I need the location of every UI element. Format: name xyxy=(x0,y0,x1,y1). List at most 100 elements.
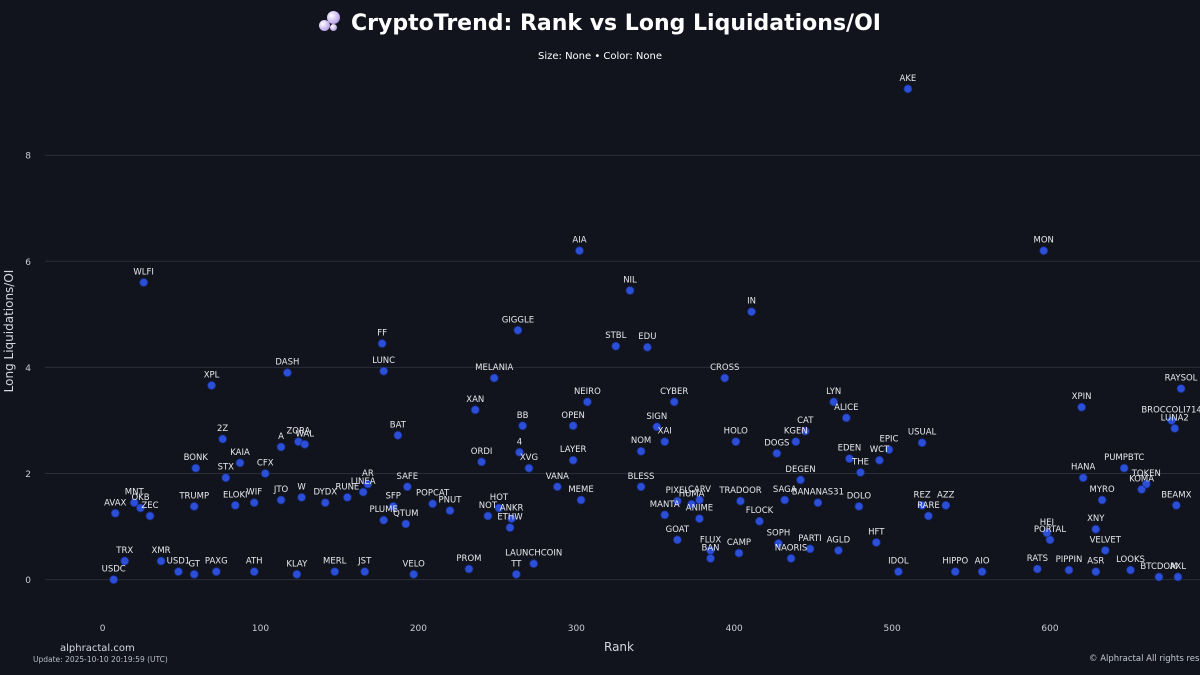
data-point[interactable] xyxy=(513,325,523,335)
data-point[interactable] xyxy=(780,495,790,505)
data-point[interactable] xyxy=(136,503,145,513)
data-point[interactable] xyxy=(342,492,352,502)
data-point[interactable] xyxy=(109,575,119,585)
data-point[interactable] xyxy=(660,510,670,520)
data-point[interactable] xyxy=(393,430,403,440)
data-point[interactable] xyxy=(1032,564,1042,574)
data-point[interactable] xyxy=(568,421,578,431)
data-point[interactable] xyxy=(409,569,419,579)
data-point[interactable] xyxy=(903,84,913,94)
data-point[interactable] xyxy=(260,469,270,478)
data-point[interactable] xyxy=(941,500,951,510)
data-point[interactable] xyxy=(1091,524,1101,534)
data-point[interactable] xyxy=(249,567,259,577)
data-point[interactable] xyxy=(191,463,201,473)
data-point[interactable] xyxy=(379,366,389,376)
data-point[interactable] xyxy=(511,569,521,579)
data-point[interactable] xyxy=(189,569,199,579)
data-point[interactable] xyxy=(402,482,412,492)
data-point[interactable] xyxy=(734,548,744,558)
data-point[interactable] xyxy=(428,499,438,509)
data-point[interactable] xyxy=(894,567,903,577)
data-point[interactable] xyxy=(320,498,330,508)
data-point[interactable] xyxy=(576,495,586,505)
data-point[interactable] xyxy=(552,482,562,492)
data-point[interactable] xyxy=(917,438,927,448)
data-point[interactable] xyxy=(300,439,310,449)
data-point[interactable] xyxy=(129,498,139,508)
data-point[interactable] xyxy=(297,492,306,502)
data-point[interactable] xyxy=(1091,567,1101,577)
data-point[interactable] xyxy=(917,500,927,510)
data-point[interactable] xyxy=(747,307,756,317)
data-point[interactable] xyxy=(1100,546,1110,555)
data-point[interactable] xyxy=(875,455,884,465)
data-point[interactable] xyxy=(1039,246,1049,256)
data-point[interactable] xyxy=(834,546,843,555)
data-point[interactable] xyxy=(672,535,682,545)
data-point[interactable] xyxy=(871,538,881,547)
data-point[interactable] xyxy=(695,495,704,505)
data-point[interactable] xyxy=(282,368,292,378)
data-point[interactable] xyxy=(524,463,534,473)
data-point[interactable] xyxy=(706,553,715,563)
data-point[interactable] xyxy=(1173,572,1183,582)
data-point[interactable] xyxy=(379,515,389,525)
data-point[interactable] xyxy=(636,446,646,456)
data-point[interactable] xyxy=(494,503,504,513)
data-point[interactable] xyxy=(1167,416,1176,425)
data-point[interactable] xyxy=(660,437,670,447)
data-point[interactable] xyxy=(276,442,286,452)
data-point[interactable] xyxy=(575,246,584,256)
data-point[interactable] xyxy=(276,495,286,505)
data-point[interactable] xyxy=(377,339,387,348)
data-point[interactable] xyxy=(470,405,480,415)
data-point[interactable] xyxy=(218,434,228,444)
data-point[interactable] xyxy=(791,437,801,447)
data-point[interactable] xyxy=(515,447,524,457)
data-point[interactable] xyxy=(1078,473,1088,483)
data-point[interactable] xyxy=(156,556,166,566)
data-point[interactable] xyxy=(813,498,823,508)
data-point[interactable] xyxy=(786,553,796,563)
data-point[interactable] xyxy=(736,496,745,506)
data-point[interactable] xyxy=(120,556,130,566)
data-point[interactable] xyxy=(401,519,411,529)
data-point[interactable] xyxy=(292,569,302,579)
data-point[interactable] xyxy=(800,426,810,436)
data-point[interactable] xyxy=(1077,402,1086,412)
data-point[interactable] xyxy=(489,373,499,383)
data-point[interactable] xyxy=(924,511,933,521)
data-point[interactable] xyxy=(464,564,474,574)
data-point[interactable] xyxy=(772,448,782,458)
data-point[interactable] xyxy=(625,286,635,295)
data-point[interactable] xyxy=(388,501,398,511)
data-point[interactable] xyxy=(363,479,373,489)
data-point[interactable] xyxy=(829,397,839,407)
data-point[interactable] xyxy=(518,421,528,431)
data-point[interactable] xyxy=(841,413,851,423)
data-point[interactable] xyxy=(1042,528,1052,538)
data-point[interactable] xyxy=(695,514,704,523)
data-point[interactable] xyxy=(330,567,340,577)
data-point[interactable] xyxy=(950,567,960,577)
data-point[interactable] xyxy=(505,523,515,533)
data-point[interactable] xyxy=(1176,384,1186,394)
data-point[interactable] xyxy=(529,559,539,569)
data-point[interactable] xyxy=(854,501,864,511)
data-point[interactable] xyxy=(805,544,815,554)
data-point[interactable] xyxy=(1170,424,1180,433)
data-point[interactable] xyxy=(249,498,259,508)
data-point[interactable] xyxy=(1064,565,1074,575)
data-point[interactable] xyxy=(1137,485,1146,494)
data-point[interactable] xyxy=(642,342,652,352)
data-point[interactable] xyxy=(845,454,854,464)
data-point[interactable] xyxy=(189,501,199,511)
data-point[interactable] xyxy=(1097,495,1107,505)
data-point[interactable] xyxy=(110,508,120,518)
data-point[interactable] xyxy=(611,341,621,351)
data-point[interactable] xyxy=(1126,565,1135,575)
data-point[interactable] xyxy=(483,511,493,521)
data-point[interactable] xyxy=(774,539,783,548)
data-point[interactable] xyxy=(884,445,894,455)
